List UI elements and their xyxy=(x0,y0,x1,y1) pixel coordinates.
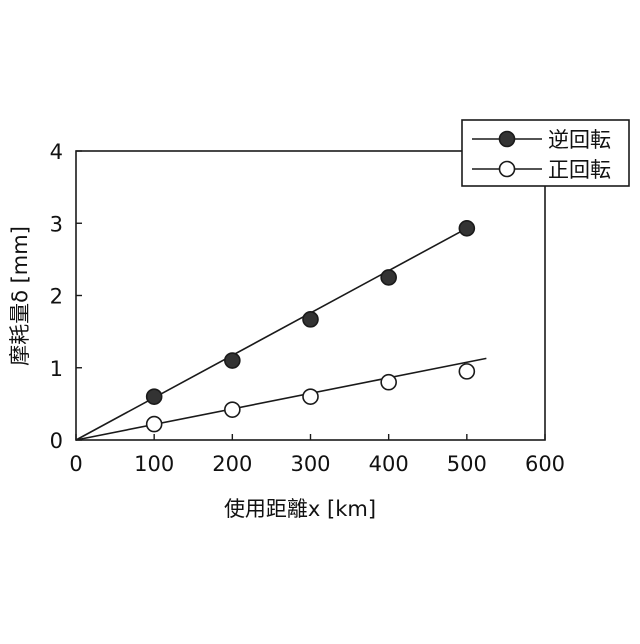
x-tick-label: 0 xyxy=(69,452,82,476)
legend-label-1: 正回転 xyxy=(548,158,611,182)
x-tick-label: 400 xyxy=(369,452,409,476)
x-tick-label: 300 xyxy=(290,452,330,476)
y-tick-label: 1 xyxy=(50,357,63,381)
series-1-point xyxy=(459,364,474,379)
series-0-point xyxy=(459,221,474,236)
y-tick-label: 4 xyxy=(50,140,63,164)
x-tick-label: 200 xyxy=(212,452,252,476)
series-1-point xyxy=(225,402,240,417)
series-1-point xyxy=(303,389,318,404)
series-1-fit-line xyxy=(76,358,486,440)
y-tick-label: 0 xyxy=(50,429,63,453)
series-0-point xyxy=(147,389,162,404)
legend-marker-1 xyxy=(500,162,515,177)
series-1-point xyxy=(147,417,162,432)
series-0-point xyxy=(303,312,318,327)
y-axis-title: 摩耗量δ [mm] xyxy=(8,226,32,366)
series-0-fit-line xyxy=(76,228,467,440)
legend-label-0: 逆回転 xyxy=(548,128,611,152)
series-1-point xyxy=(381,375,396,390)
legend-marker-0 xyxy=(500,132,515,147)
series-0-point xyxy=(381,270,396,285)
y-tick-label: 2 xyxy=(50,285,63,309)
y-tick-label: 3 xyxy=(50,212,63,236)
x-axis-title: 使用距離x [km] xyxy=(224,497,376,521)
series-0-point xyxy=(225,353,240,368)
x-tick-label: 600 xyxy=(525,452,565,476)
x-tick-label: 500 xyxy=(447,452,487,476)
x-tick-label: 100 xyxy=(134,452,174,476)
